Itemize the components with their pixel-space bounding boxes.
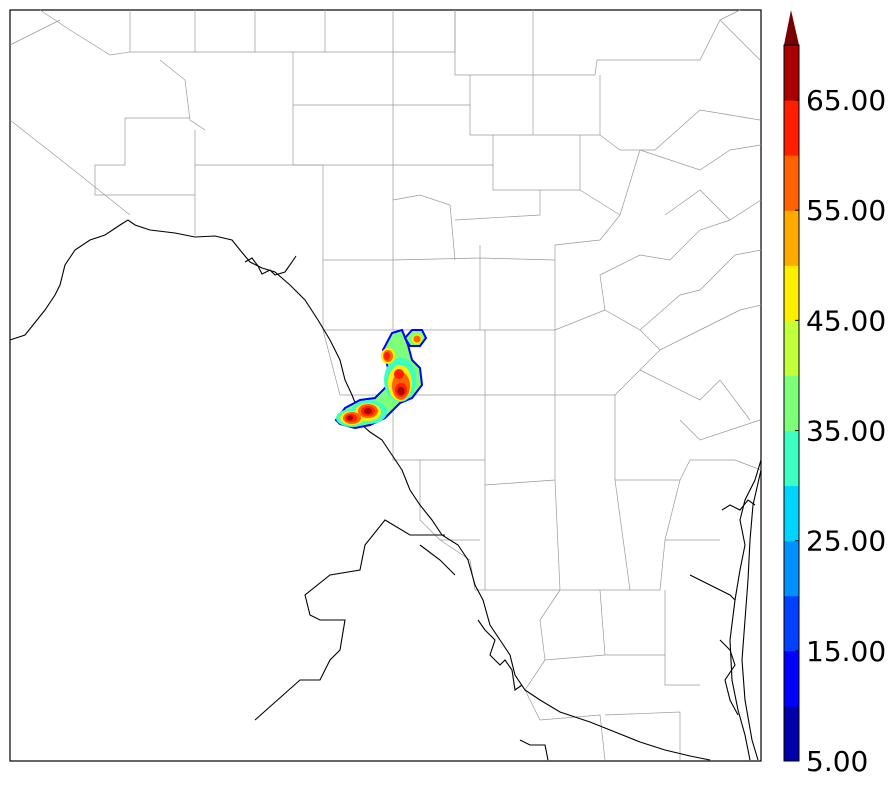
colorbar-tick-label: 55.00 [806, 194, 886, 227]
colorbar-tick-label: 35.00 [806, 415, 886, 448]
state-boundary [9, 219, 711, 761]
colorbar-segment [784, 540, 799, 597]
colorbar-segment [784, 100, 799, 156]
storm-core [384, 352, 390, 360]
coastline [689, 459, 762, 761]
storm-core [347, 415, 353, 421]
colorbar-segment [784, 155, 799, 211]
county-lines [9, 9, 762, 761]
colorbar-tick-label: 45.00 [806, 304, 886, 337]
storm-core [364, 408, 372, 414]
colorbar-tick-label: 5.00 [806, 745, 868, 778]
colorbar-tick-label: 15.00 [806, 635, 886, 668]
colorbar-outline [783, 44, 800, 762]
colorbar-tick-label: 65.00 [806, 84, 886, 117]
storm-core [413, 335, 421, 343]
colorbar-segment [784, 430, 799, 487]
colorbar-extend-arrow [784, 10, 799, 45]
storm-core [397, 387, 405, 395]
colorbar-segment [784, 595, 799, 652]
colorbar-segment [784, 485, 799, 542]
storm-core [394, 369, 404, 379]
colorbar-segment [784, 375, 799, 432]
colorbar-segment [784, 705, 799, 762]
colorbar-segment [784, 650, 799, 707]
radar-reflectivity [334, 328, 428, 430]
colorbar-segment [784, 45, 799, 101]
colorbar-segment [784, 210, 799, 266]
colorbar-segment [784, 320, 799, 376]
colorbar-tick-label: 25.00 [806, 525, 886, 558]
colorbar-segment [784, 265, 799, 321]
colorbar: 5.00 15.00 25.00 35.00 45.00 55.00 65.00 [783, 10, 886, 778]
